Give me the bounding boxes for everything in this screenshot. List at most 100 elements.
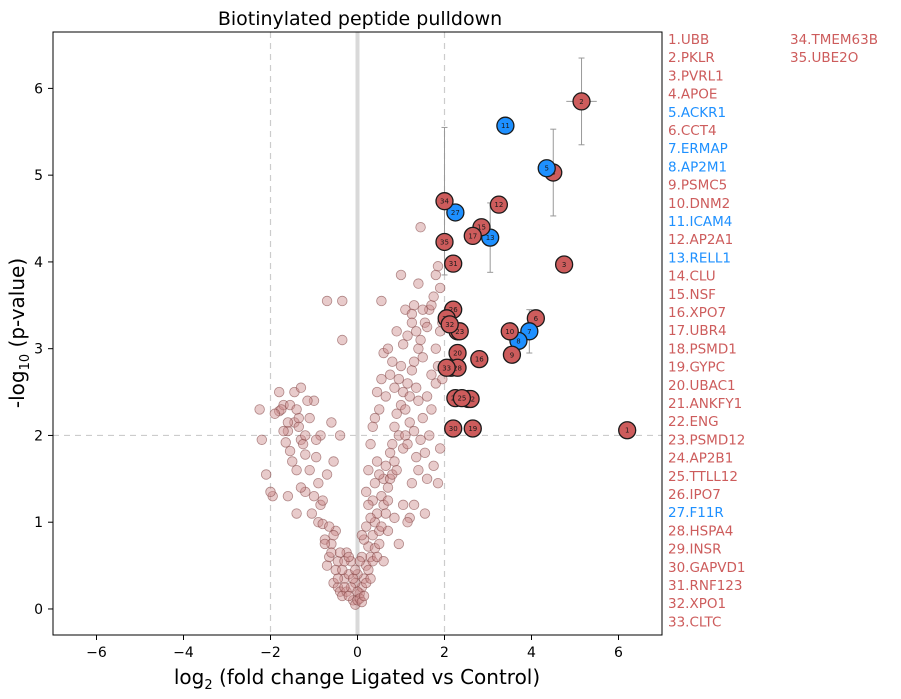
data-point: [274, 386, 285, 398]
point-marker: [437, 358, 456, 377]
labeled-point-12: 12: [489, 195, 509, 214]
data-point: [295, 482, 307, 493]
y-tick-label: 6: [34, 81, 43, 97]
labeled-point-35: 35: [435, 232, 454, 252]
data-point: [380, 460, 391, 472]
data-point: [315, 430, 326, 441]
data-point: [295, 382, 307, 393]
y-axis-ticks: 0 1 2 3 4 5 6: [34, 81, 53, 618]
point-marker: [446, 203, 465, 222]
labeled-point-2: 2: [572, 92, 591, 111]
data-point: [321, 469, 333, 480]
x-tick-label: 0: [353, 645, 362, 661]
data-point: [391, 326, 402, 337]
data-point: [293, 421, 304, 432]
point-label: 23: [455, 328, 464, 336]
legend-entry: 6.CCT4: [668, 123, 717, 139]
legend-entry: 8.AP2M1: [668, 159, 727, 175]
x-tick-label: 6: [614, 645, 623, 661]
data-point: [382, 482, 394, 493]
labeled-point-19: 19: [463, 419, 482, 438]
data-point: [376, 295, 387, 307]
data-point: [300, 430, 311, 441]
data-point: [406, 317, 418, 328]
legend-entry: 24.AP2B1: [668, 451, 733, 467]
labeled-point-27: 27: [446, 203, 465, 222]
point-label: 26: [449, 306, 458, 314]
data-point: [332, 573, 344, 584]
data-point: [400, 404, 411, 415]
legend-entry: 29.INSR: [668, 542, 722, 558]
data-point: [302, 395, 313, 406]
data-point: [282, 490, 294, 502]
labeled-point-11: 11: [496, 116, 515, 135]
legend-entry: 35.UBE2O: [790, 50, 858, 66]
labeled-point-17: 17: [463, 226, 482, 246]
data-point: [265, 486, 276, 498]
point-label: 7: [527, 328, 531, 336]
point-marker: [440, 315, 459, 334]
data-point: [337, 564, 348, 576]
data-point: [367, 556, 378, 567]
point-marker: [463, 419, 482, 438]
data-point: [324, 521, 335, 532]
data-point: [380, 508, 391, 519]
data-point: [415, 434, 426, 445]
data-point: [328, 456, 339, 467]
point-marker: [463, 226, 482, 246]
x-tick-label: 2: [440, 645, 449, 661]
data-point: [371, 386, 383, 398]
point-marker: [444, 254, 463, 273]
legend-entry: 19.GYPC: [668, 360, 725, 376]
data-point: [417, 304, 428, 315]
point-marker: [618, 421, 637, 440]
labeled-point-3: 3: [554, 255, 574, 274]
data-point: [300, 486, 311, 498]
point-label: 20: [453, 350, 462, 358]
data-point: [317, 518, 328, 530]
data-point: [402, 378, 413, 389]
data-point: [310, 434, 322, 445]
data-point: [269, 408, 281, 419]
data-point: [430, 343, 442, 354]
data-point: [426, 300, 437, 311]
data-point: [376, 521, 387, 532]
data-point: [371, 456, 383, 467]
data-point: [419, 508, 431, 519]
data-point: [397, 499, 409, 511]
data-point: [397, 443, 409, 454]
legend-entry: 21.ANKFY1: [668, 396, 742, 412]
x-tick-label: 4: [527, 645, 536, 661]
data-point: [254, 404, 265, 415]
point-label: 15: [477, 224, 486, 232]
legend-entry: 11.ICAM4: [668, 214, 732, 230]
legend-entry: 16.XPO7: [668, 305, 726, 321]
point-label: 5: [544, 165, 548, 173]
y-tick-label: 1: [34, 515, 43, 531]
data-point: [339, 582, 350, 593]
data-point: [387, 356, 398, 367]
data-point: [391, 408, 402, 419]
legend-entry: 15.NSF: [668, 287, 716, 303]
data-point: [337, 295, 348, 307]
data-point: [374, 538, 385, 550]
data-point: [369, 477, 381, 489]
legend-entry: 14.CLU: [668, 269, 716, 285]
data-point: [406, 477, 418, 489]
legend-entry: 7.ERMAP: [668, 141, 728, 157]
data-point: [287, 456, 298, 467]
data-point: [363, 564, 374, 576]
labeled-point-1: 1: [618, 421, 637, 440]
legend-entry: 23.PSMD12: [668, 432, 745, 448]
data-point: [419, 447, 431, 458]
data-point: [363, 464, 374, 476]
data-point: [432, 261, 444, 272]
data-point: [308, 490, 320, 502]
data-point: [411, 451, 422, 463]
point-label: 9: [510, 351, 514, 359]
y-tick-label: 2: [34, 428, 43, 444]
legend-entry: 4.APOE: [668, 87, 717, 103]
data-point: [428, 291, 439, 302]
data-point: [313, 477, 324, 489]
point-label: 27: [451, 209, 460, 217]
